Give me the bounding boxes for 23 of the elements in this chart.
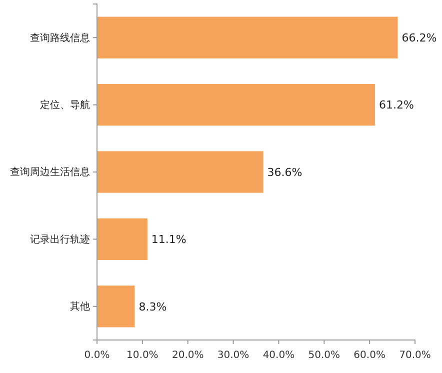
data-label: 36.6% [267,166,302,179]
x-tick-label: 40.0% [262,350,295,361]
y-tick-label: 记录出行轨迹 [30,233,90,246]
data-label: 8.3% [138,300,167,314]
x-tick-label: 30.0% [217,350,250,361]
bar [97,151,264,193]
y-tick-label: 定位、导航 [40,99,90,111]
x-tick-label: 50.0% [308,350,340,361]
x-tick-label: 0.0% [84,350,110,361]
bar [97,286,135,328]
data-label: 11.1% [151,233,186,246]
x-tick-label: 20.0% [172,350,204,361]
y-tick-label: 查询路线信息 [30,32,90,44]
x-tick-label: 70.0% [399,350,431,361]
bar [97,218,148,260]
data-label: 66.2% [402,31,437,44]
bar [97,16,398,58]
data-label: 61.2% [379,98,414,112]
y-tick-label: 查询周边生活信息 [10,166,90,178]
x-tick-label: 10.0% [126,350,158,361]
bar [97,84,376,126]
x-tick-label: 60.0% [354,350,386,361]
y-tick-label: 其他 [70,300,90,313]
